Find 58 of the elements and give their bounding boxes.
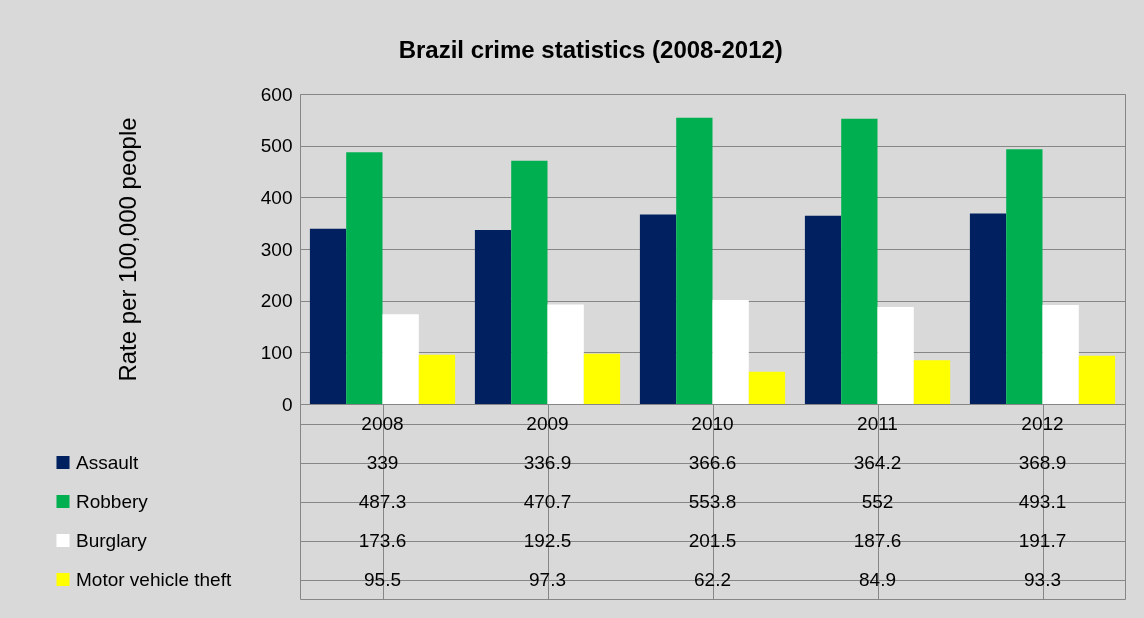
data-label: 84.9 xyxy=(859,568,896,590)
chart-title: Brazil crime statistics (2008-2012) xyxy=(398,35,783,63)
data-label: 173.6 xyxy=(358,529,407,551)
data-label: 366.6 xyxy=(688,451,737,473)
data-label: 97.3 xyxy=(529,568,566,590)
data-label: 93.3 xyxy=(1024,568,1061,590)
y-tick-label: 100 xyxy=(260,341,293,363)
y-axis-title: Rate per 100,000 people xyxy=(113,117,141,382)
data-label: 192.5 xyxy=(523,529,572,551)
bar xyxy=(418,354,456,404)
bar xyxy=(913,360,951,404)
x-tick-label: 2012 xyxy=(1021,412,1064,434)
bar xyxy=(841,118,878,404)
data-label: 95.5 xyxy=(364,568,401,590)
bar xyxy=(511,160,548,404)
bar xyxy=(1006,149,1043,404)
legend-label: Motor vehicle theft xyxy=(76,568,232,590)
x-tick-label: 2011 xyxy=(857,412,898,434)
bar xyxy=(1042,304,1079,404)
bar xyxy=(639,214,677,404)
bar xyxy=(748,371,786,404)
bar xyxy=(969,213,1007,404)
legend-label: Burglary xyxy=(76,529,148,551)
bar xyxy=(804,215,842,404)
bar xyxy=(583,353,621,404)
data-label: 187.6 xyxy=(853,529,902,551)
y-tick-label: 0 xyxy=(281,393,293,415)
data-label: 553.8 xyxy=(688,490,737,512)
data-label: 368.9 xyxy=(1018,451,1067,473)
data-label: 552 xyxy=(861,490,894,512)
data-label: 62.2 xyxy=(694,568,731,590)
bar xyxy=(547,304,584,404)
y-tick-label: 400 xyxy=(260,186,293,208)
bar xyxy=(877,307,914,404)
data-label: 493.1 xyxy=(1018,490,1067,512)
data-label: 487.3 xyxy=(358,490,407,512)
bar xyxy=(712,299,749,404)
data-label: 201.5 xyxy=(688,529,737,551)
bar xyxy=(382,314,419,404)
bar xyxy=(1078,355,1116,404)
y-tick-label: 500 xyxy=(260,135,293,157)
legend-label: Assault xyxy=(76,451,140,473)
y-tick-label: 600 xyxy=(260,83,293,105)
bar xyxy=(474,229,512,404)
y-tick-label: 200 xyxy=(260,290,293,312)
data-label: 339 xyxy=(366,451,399,473)
legend-label: Robbery xyxy=(76,490,149,512)
y-tick-label: 300 xyxy=(260,238,293,260)
data-label: 364.2 xyxy=(853,451,902,473)
data-label: 470.7 xyxy=(523,490,572,512)
x-tick-label: 2010 xyxy=(691,412,734,434)
data-label: 191.7 xyxy=(1018,529,1067,551)
bar xyxy=(309,228,347,404)
x-tick-label: 2008 xyxy=(361,412,404,434)
x-tick-label: 2009 xyxy=(526,412,569,434)
data-label: 336.9 xyxy=(523,451,572,473)
bar xyxy=(346,152,383,404)
bar xyxy=(676,117,713,404)
